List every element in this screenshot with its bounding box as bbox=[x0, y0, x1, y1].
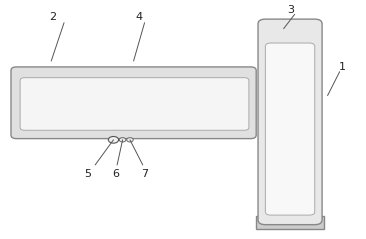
Circle shape bbox=[108, 136, 119, 143]
Circle shape bbox=[119, 138, 126, 142]
Text: 1: 1 bbox=[339, 62, 346, 72]
FancyBboxPatch shape bbox=[11, 67, 256, 139]
Text: 3: 3 bbox=[287, 5, 295, 15]
Text: 7: 7 bbox=[141, 169, 148, 179]
Bar bbox=[256, 216, 324, 229]
Text: 6: 6 bbox=[112, 169, 119, 179]
Text: 2: 2 bbox=[49, 12, 57, 22]
FancyBboxPatch shape bbox=[265, 43, 315, 215]
Text: 5: 5 bbox=[84, 169, 92, 179]
Circle shape bbox=[127, 138, 133, 142]
FancyBboxPatch shape bbox=[20, 78, 249, 130]
FancyBboxPatch shape bbox=[258, 19, 322, 225]
Text: 4: 4 bbox=[135, 12, 143, 22]
